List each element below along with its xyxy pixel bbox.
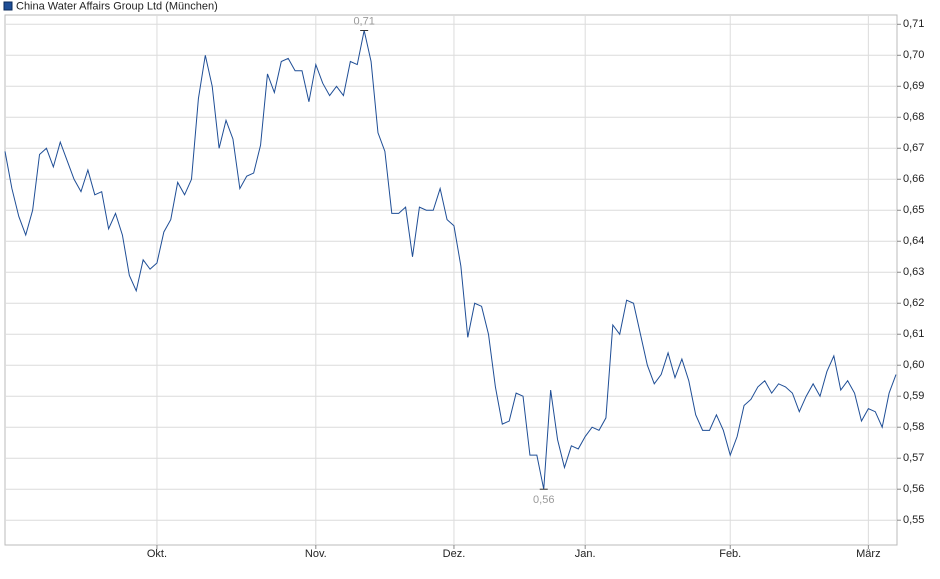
y-tick-label: 0,55 — [903, 514, 924, 526]
x-tick-label: März — [856, 548, 880, 560]
y-tick-label: 0,61 — [903, 328, 924, 340]
y-tick-label: 0,64 — [903, 235, 924, 247]
y-tick-label: 0,70 — [903, 49, 924, 61]
price-line — [4, 30, 897, 490]
y-tick-label: 0,59 — [903, 390, 924, 402]
y-tick-label: 0,58 — [903, 421, 924, 433]
value-label: 0,71 — [353, 15, 374, 27]
y-tick-label: 0,67 — [903, 142, 924, 154]
y-tick-label: 0,62 — [903, 297, 924, 309]
plot-area — [4, 14, 898, 546]
x-tick-label: Nov. — [305, 548, 327, 560]
y-tick-label: 0,63 — [903, 266, 924, 278]
x-tick-label: Okt. — [147, 548, 167, 560]
y-tick-label: 0,69 — [903, 80, 924, 92]
legend-label: China Water Affairs Group Ltd (München) — [16, 0, 218, 12]
x-tick-label: Feb. — [719, 548, 741, 560]
x-tick-label: Dez. — [443, 548, 466, 560]
x-tick-label: Jan. — [575, 548, 596, 560]
y-tick-label: 0,71 — [903, 18, 924, 30]
value-label: 0,56 — [533, 494, 554, 506]
y-tick-label: 0,66 — [903, 173, 924, 185]
y-tick-label: 0,56 — [903, 483, 924, 495]
y-tick-label: 0,68 — [903, 111, 924, 123]
legend-swatch — [3, 1, 13, 11]
y-tick-label: 0,60 — [903, 359, 924, 371]
y-tick-label: 0,65 — [903, 204, 924, 216]
y-tick-label: 0,57 — [903, 452, 924, 464]
